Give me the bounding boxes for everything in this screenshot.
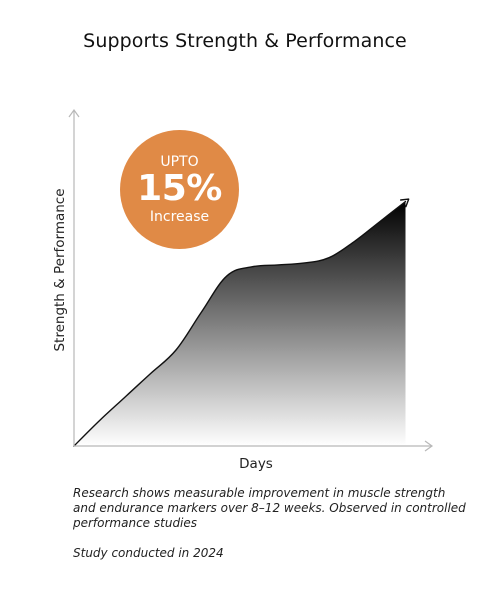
study-date-note: Study conducted in 2024: [73, 546, 224, 560]
chart-title: Supports Strength & Performance: [83, 30, 407, 52]
area-fill: [74, 201, 406, 446]
y-axis-arrow-icon: [68, 108, 80, 118]
research-footnote: Research shows measurable improvement in…: [73, 486, 466, 530]
badge-increase-text: Increase: [149, 209, 210, 225]
series-arrow-icon: [400, 198, 410, 208]
badge-percent-text: 15%: [137, 168, 222, 209]
increase-badge: UPTO 15% Increase: [120, 130, 239, 249]
x-axis-arrow-icon: [424, 440, 434, 452]
y-axis-label: Strength & Performance: [52, 188, 68, 352]
badge-upto-text: UPTO: [160, 154, 199, 170]
x-axis-label: Days: [239, 456, 273, 472]
series-line: [73, 200, 407, 447]
